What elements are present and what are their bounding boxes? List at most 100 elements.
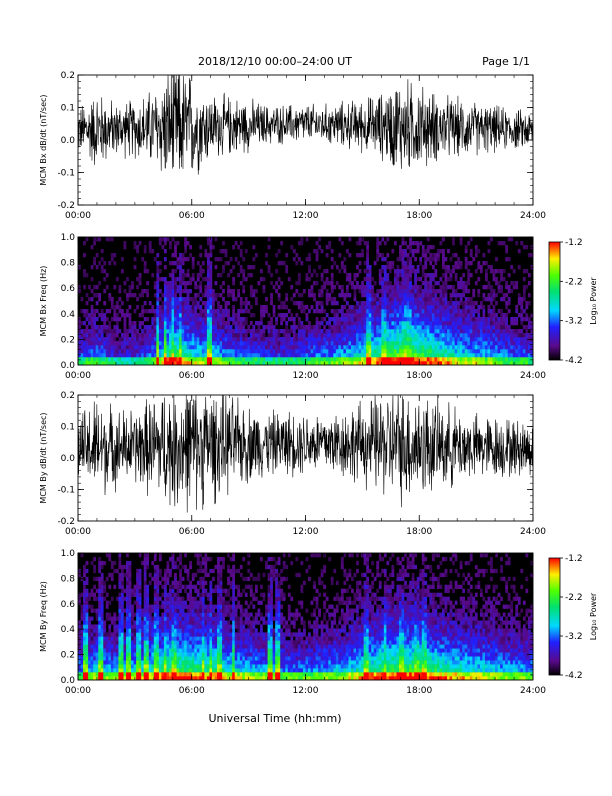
heatmap-cell xyxy=(154,353,157,357)
heatmap-cell xyxy=(394,313,397,317)
heatmap-cell xyxy=(91,333,94,337)
heatmap-cell xyxy=(404,301,407,305)
heatmap-cell xyxy=(298,329,301,333)
heatmap-cell xyxy=(174,620,177,624)
heatmap-cell xyxy=(166,668,169,672)
heatmap-cell xyxy=(154,293,157,297)
heatmap-cell xyxy=(374,317,377,321)
heatmap-cell xyxy=(108,660,111,664)
heatmap-cell xyxy=(177,265,180,269)
heatmap-cell xyxy=(136,636,139,640)
heatmap-cell xyxy=(151,640,154,644)
heatmap-cell xyxy=(154,620,157,624)
heatmap-cell xyxy=(187,297,190,301)
heatmap-cell xyxy=(369,273,372,277)
heatmap-cell xyxy=(146,281,149,285)
heatmap-cell xyxy=(386,301,389,305)
heatmap-cell xyxy=(404,341,407,345)
heatmap-cell xyxy=(113,613,116,617)
heatmap-cell xyxy=(346,337,349,341)
heatmap-cell xyxy=(434,253,437,257)
heatmap-cell xyxy=(124,313,127,317)
heatmap-cell xyxy=(467,345,470,349)
heatmap-cell xyxy=(101,589,104,593)
heatmap-cell xyxy=(257,337,260,341)
heatmap-cell xyxy=(174,660,177,664)
heatmap-cell xyxy=(500,345,503,349)
heatmap-cell xyxy=(141,624,144,628)
heatmap-cell xyxy=(482,261,485,265)
heatmap-cell xyxy=(442,237,445,241)
heatmap-cell xyxy=(86,644,89,648)
heatmap-cell xyxy=(202,333,205,337)
heatmap-cell xyxy=(528,345,531,349)
heatmap-cell xyxy=(103,624,106,628)
heatmap-cell xyxy=(268,329,271,333)
heatmap-cell xyxy=(86,624,89,628)
heatmap-cell xyxy=(374,281,377,285)
heatmap-cell xyxy=(429,317,432,321)
heatmap-cell xyxy=(83,565,86,569)
heatmap-cell xyxy=(113,664,116,668)
heatmap-cell xyxy=(146,345,149,349)
heatmap-cell xyxy=(159,309,162,313)
heatmap-cell xyxy=(397,273,400,277)
heatmap-cell xyxy=(81,321,84,325)
heatmap-cell xyxy=(98,660,101,664)
heatmap-cell xyxy=(495,313,498,317)
y-axis-label: MCM Bx dB/dt (nT/sec) xyxy=(39,94,48,185)
heatmap-cell xyxy=(164,309,167,313)
heatmap-cell xyxy=(131,632,134,636)
heatmap-cell xyxy=(118,329,121,333)
heatmap-cell xyxy=(88,632,91,636)
heatmap-cell xyxy=(235,329,238,333)
heatmap-cell xyxy=(225,345,228,349)
heatmap-cell xyxy=(93,609,96,613)
heatmap-cell xyxy=(364,293,367,297)
heatmap-cell xyxy=(134,245,137,249)
heatmap-cell xyxy=(346,321,349,325)
heatmap-cell xyxy=(313,353,316,357)
heatmap-cell xyxy=(379,253,382,257)
heatmap-cell xyxy=(96,656,99,660)
heatmap-cell xyxy=(366,245,369,249)
heatmap-cell xyxy=(174,672,177,676)
heatmap-cell xyxy=(136,664,139,668)
heatmap-cell xyxy=(101,660,104,664)
heatmap-cell xyxy=(366,301,369,305)
heatmap-cell xyxy=(129,605,132,609)
heatmap-cell xyxy=(227,345,230,349)
heatmap-cell xyxy=(371,357,374,361)
heatmap-cell xyxy=(177,353,180,357)
heatmap-cell xyxy=(232,329,235,333)
heatmap-cell xyxy=(389,357,392,361)
heatmap-cell xyxy=(490,321,493,325)
heatmap-cell xyxy=(146,620,149,624)
heatmap-cell xyxy=(498,309,501,313)
heatmap-cell xyxy=(480,333,483,337)
heatmap-cell xyxy=(445,313,448,317)
heatmap-cell xyxy=(278,293,281,297)
heatmap-cell xyxy=(136,652,139,656)
heatmap-cell xyxy=(493,289,496,293)
heatmap-cell xyxy=(108,261,111,265)
heatmap-cell xyxy=(220,305,223,309)
heatmap-cell xyxy=(86,668,89,672)
heatmap-cell xyxy=(450,277,453,281)
heatmap-cell xyxy=(199,349,202,353)
heatmap-cell xyxy=(498,321,501,325)
heatmap-cell xyxy=(156,569,159,573)
heatmap-cell xyxy=(172,660,175,664)
heatmap-cell xyxy=(189,305,192,309)
heatmap-cell xyxy=(129,285,132,289)
heatmap-cell xyxy=(283,349,286,353)
heatmap-cell xyxy=(164,624,167,628)
heatmap-cell xyxy=(424,333,427,337)
heatmap-cell xyxy=(227,357,230,361)
heatmap-cell xyxy=(316,317,319,321)
heatmap-cell xyxy=(187,305,190,309)
heatmap-cell xyxy=(103,329,106,333)
heatmap-cell xyxy=(242,353,245,357)
heatmap-cell xyxy=(394,321,397,325)
heatmap-cell xyxy=(356,253,359,257)
